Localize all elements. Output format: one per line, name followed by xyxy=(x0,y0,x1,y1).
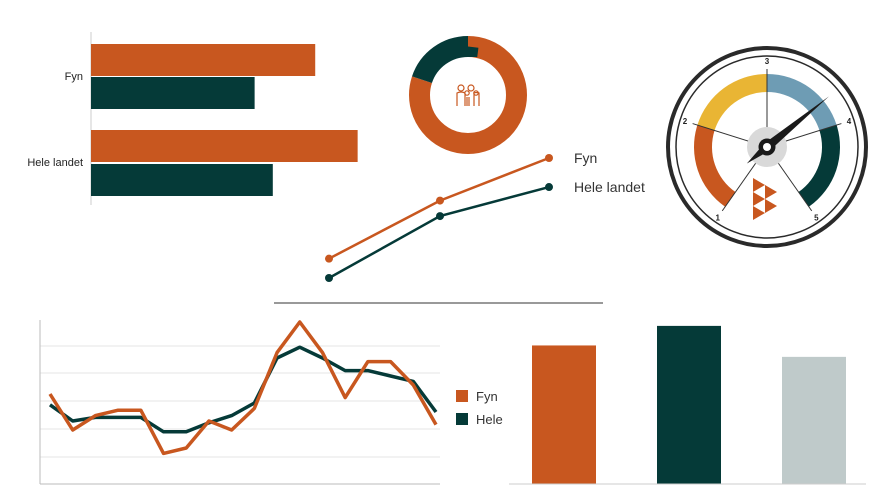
vbar-bar xyxy=(657,325,721,484)
gauge-tick-label: 3 xyxy=(765,57,770,66)
legend-swatch xyxy=(456,413,468,425)
small-line-label: Fyn xyxy=(574,150,597,166)
family-head xyxy=(467,84,475,92)
bottom-line-chart: Fyn Hele xyxy=(39,320,503,485)
gauge-tick-label: 4 xyxy=(847,117,852,126)
gauge-tick-label: 5 xyxy=(814,213,819,222)
gauge-tick-label: 2 xyxy=(683,117,688,126)
donut-chart xyxy=(409,36,527,154)
triangles-logo-icon xyxy=(753,178,777,220)
logo-triangle xyxy=(753,206,765,220)
small-line-point xyxy=(436,196,444,205)
hbar-bar xyxy=(91,44,316,76)
vbar-bar xyxy=(532,345,596,484)
donut-slice xyxy=(409,36,527,154)
hbar-category-label: Fyn xyxy=(65,71,83,83)
bottom-line-series xyxy=(48,345,438,434)
small-line-point xyxy=(325,254,333,263)
vbar-bar xyxy=(782,356,846,484)
small-line-point xyxy=(436,212,444,221)
legend-swatch xyxy=(456,390,468,402)
gauge-segment xyxy=(767,74,837,131)
small-line-chart: Fyn Hele landet xyxy=(274,150,645,304)
small-line-point xyxy=(545,154,553,162)
hbar-category-label: Hele landet xyxy=(27,157,83,169)
small-line-point xyxy=(325,274,333,282)
gauge-inner-ring xyxy=(675,55,859,239)
small-line-point xyxy=(545,183,553,192)
horizontal-bar-chart: Fyn Hele landet xyxy=(27,32,358,205)
family-bodies xyxy=(456,91,480,106)
hbar-bar xyxy=(91,164,273,196)
gauge-chart: 1 2 3 4 5 xyxy=(666,46,868,248)
gauge-segment xyxy=(694,125,736,207)
small-line-label: Hele landet xyxy=(574,179,645,195)
logo-triangle xyxy=(765,185,777,199)
legend-label: Fyn xyxy=(476,389,498,404)
gauge-tick-label: 1 xyxy=(715,213,720,222)
family-head xyxy=(457,84,465,92)
vertical-bar-chart xyxy=(509,325,866,485)
hbar-bar xyxy=(91,77,255,109)
small-line-series xyxy=(328,156,550,260)
legend-label: Hele xyxy=(476,412,503,427)
bottom-line-series xyxy=(48,320,438,456)
hbar-bar xyxy=(91,130,358,162)
gauge-hub-center xyxy=(763,143,771,151)
gauge-segment xyxy=(697,74,767,131)
logo-triangle xyxy=(753,178,765,192)
family-icon xyxy=(456,84,480,106)
logo-triangle xyxy=(753,192,765,206)
gauge-segment xyxy=(798,125,840,207)
logo-triangle xyxy=(765,199,777,213)
